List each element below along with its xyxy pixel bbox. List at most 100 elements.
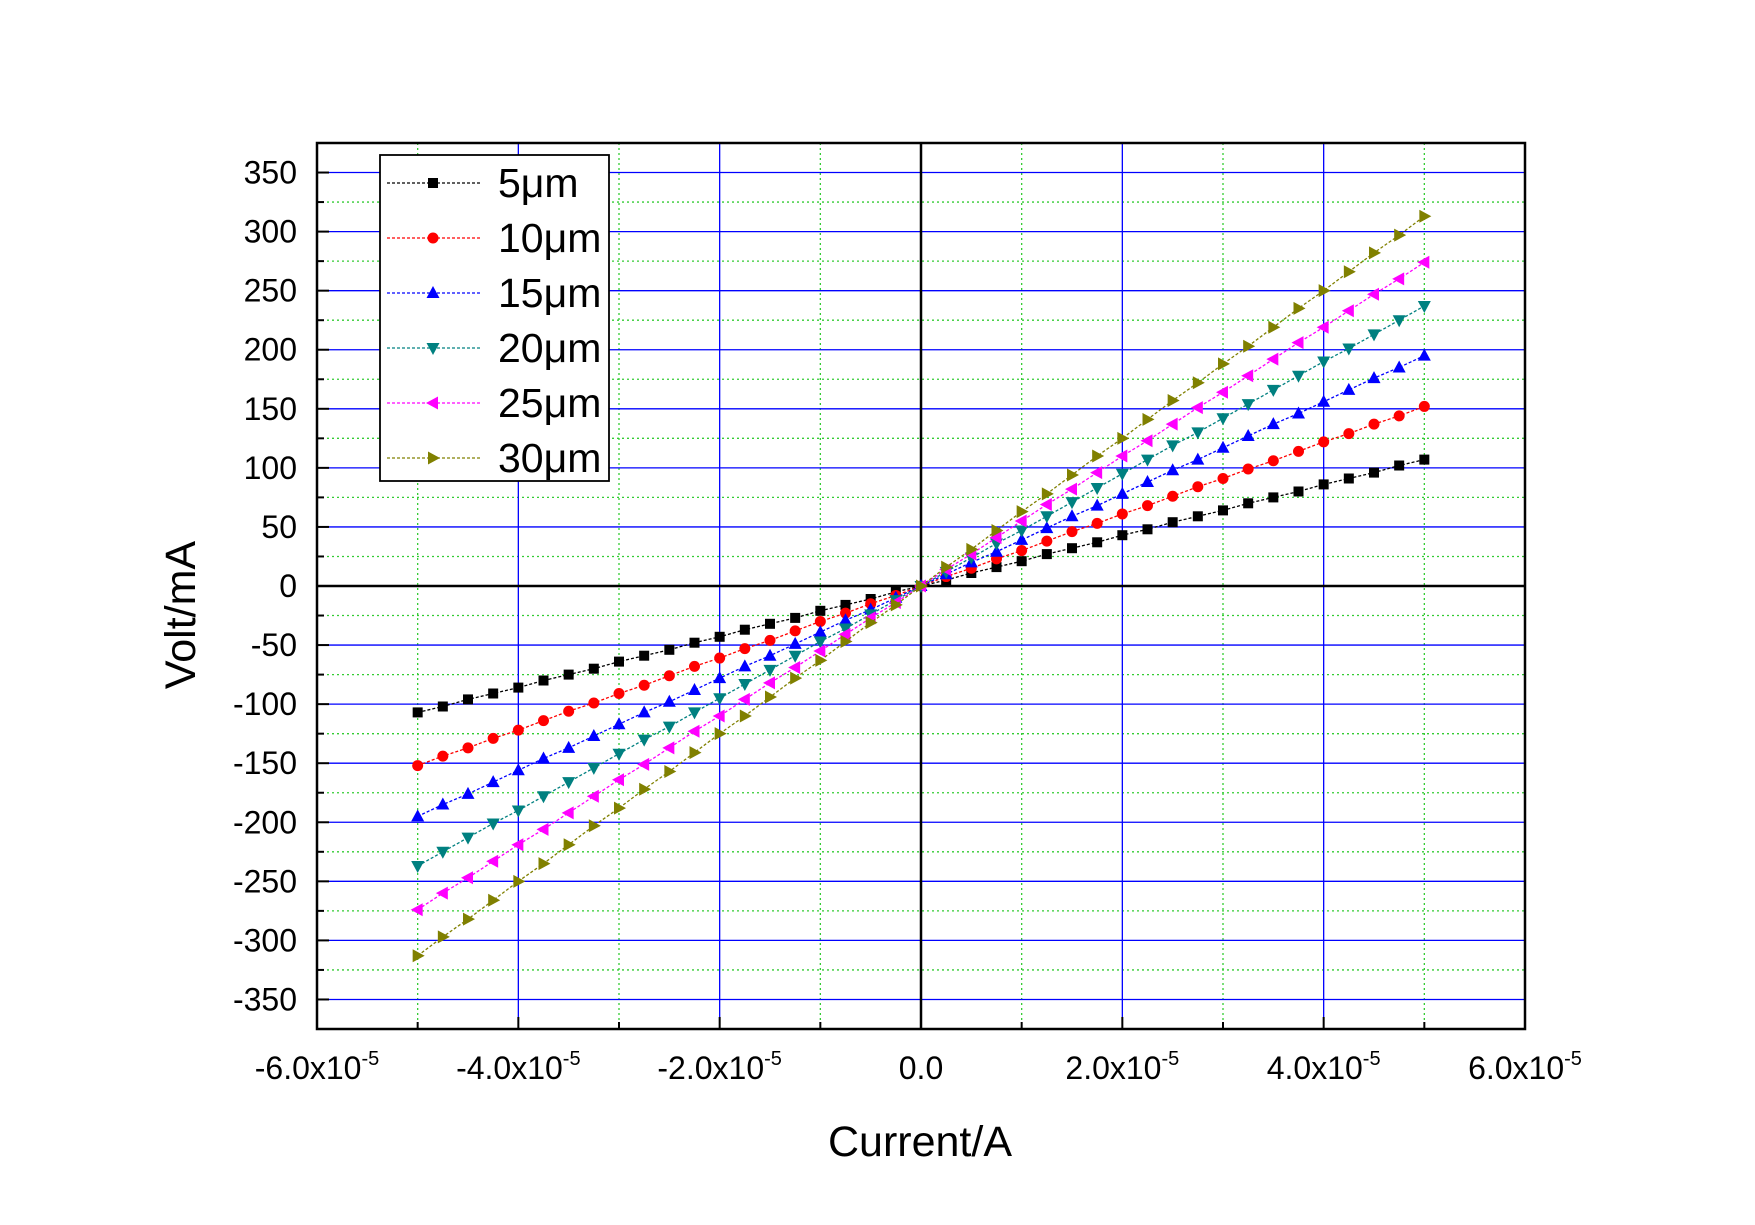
series-3-data-point xyxy=(1141,475,1154,488)
series-6-data-point xyxy=(1117,431,1130,445)
series-2-data-point xyxy=(613,688,625,700)
series-2-data-point xyxy=(512,724,524,736)
series-3-data-point xyxy=(1266,417,1280,430)
series-2-data-point xyxy=(563,705,575,717)
series-6-data-point xyxy=(714,727,727,741)
tick-labels: -6.0x10-5 -4.0x10-5 -2.0x10-5 0.0 2.0x10-5 4.… xyxy=(233,155,1582,1086)
series-5-data-point xyxy=(1341,304,1354,318)
series-5-data-point xyxy=(838,627,851,641)
series-1-data-point xyxy=(1369,467,1379,478)
series-2-data-point xyxy=(840,607,851,619)
series-1-data-point xyxy=(1192,511,1203,522)
series-2-data-point xyxy=(462,742,474,754)
legend-marker xyxy=(426,396,438,410)
series-2-data-point xyxy=(663,670,675,682)
series-3-data-point xyxy=(562,740,576,753)
series-5-data-point xyxy=(712,709,725,723)
series-5-data-point xyxy=(1115,449,1128,463)
series-1-data-point xyxy=(1041,549,1052,560)
series-1 xyxy=(412,454,1430,718)
series-1-data-point xyxy=(588,663,599,674)
series-5-data-point xyxy=(1392,272,1405,286)
series-3-data-point xyxy=(1065,509,1079,522)
legend-label: 30μm xyxy=(498,435,601,481)
series-6-data-point xyxy=(1268,320,1281,334)
y-tick-label: 200 xyxy=(244,332,297,368)
series-2-data-point xyxy=(538,715,549,727)
series-6-data-point xyxy=(1419,209,1432,223)
series-3-data-point xyxy=(587,729,601,742)
x-tick-label-base: 0.0 xyxy=(899,1050,943,1086)
series-6-data-point xyxy=(639,782,652,796)
series-6-data-point xyxy=(815,653,828,667)
series-3-data-point xyxy=(1166,463,1180,476)
x-tick-label: 0.0 xyxy=(899,1050,943,1086)
series-6-data-point xyxy=(1243,339,1256,353)
series-2-line xyxy=(417,405,1425,767)
series-2-data-point xyxy=(1242,463,1254,475)
series-3-data-point xyxy=(713,671,727,684)
series-1-data-point xyxy=(1092,537,1103,548)
series-6-data-point xyxy=(488,893,501,907)
series-6-data-point xyxy=(865,616,878,630)
legend-label: 15μm xyxy=(498,270,601,316)
series-2-data-point xyxy=(1267,455,1279,467)
legend-box xyxy=(379,154,610,482)
series-1-data-point xyxy=(1268,492,1279,503)
series-6-data-point xyxy=(739,709,752,723)
series-3-data-point xyxy=(688,682,701,695)
series-2-data-point xyxy=(588,697,600,709)
series-3-data-point xyxy=(511,763,525,776)
series-4-data-point xyxy=(788,650,802,663)
series-5-data-point xyxy=(1367,287,1379,301)
series-1-data-point xyxy=(1293,486,1304,497)
series-5-data-point xyxy=(637,757,650,771)
series-1-data-point xyxy=(840,599,851,610)
series-4-data-point xyxy=(1166,440,1180,453)
x-axis-title: Current/A xyxy=(828,1118,1012,1166)
series-5-data-point xyxy=(763,676,775,690)
series-1-data-point xyxy=(437,701,448,712)
series-1-data-point xyxy=(991,562,1002,573)
legend-marker xyxy=(426,343,440,355)
x-tick-label: 4.0x10-5 xyxy=(1267,1048,1381,1086)
x-tick-label-base: 6.0x10 xyxy=(1468,1050,1564,1086)
x-tick-label-exponent: -5 xyxy=(1161,1048,1179,1070)
series-1-data-point xyxy=(765,618,775,629)
series-3-data-point xyxy=(411,809,425,822)
series-2-data-point xyxy=(1091,517,1103,529)
series-1-data-point xyxy=(639,650,650,661)
series-1-data-point xyxy=(463,694,473,705)
series-6-data-point xyxy=(1067,468,1079,482)
legend-marker xyxy=(428,451,440,465)
series-6-data-point xyxy=(463,912,475,926)
x-tick-label-exponent: -5 xyxy=(361,1048,379,1070)
series-3-data-point xyxy=(839,613,852,626)
series-6-data-point xyxy=(1016,505,1029,519)
series-5-data-point xyxy=(536,822,549,836)
series-4-data-point xyxy=(637,734,651,747)
legend-entry: 30μm xyxy=(387,435,601,481)
series-1-data-point xyxy=(488,688,499,699)
series-1-data-point xyxy=(563,669,574,680)
series-1-data-point xyxy=(1142,524,1153,535)
y-tick-label: -200 xyxy=(233,804,297,840)
series-6-line xyxy=(417,215,1425,957)
series-2-data-point xyxy=(714,652,726,664)
series-3-data-point xyxy=(990,544,1003,557)
legend-entry: 5μm xyxy=(387,160,579,206)
series-5-data-point xyxy=(410,903,423,917)
series-5-data-point xyxy=(461,871,473,885)
y-tick-label: -350 xyxy=(233,981,297,1017)
series-2-data-point xyxy=(1142,500,1153,512)
series-2-data-point xyxy=(487,732,499,744)
y-tick-label: -300 xyxy=(233,922,297,958)
legend-label: 10μm xyxy=(498,215,601,261)
series-4-data-point xyxy=(511,805,525,818)
series-3-data-point xyxy=(1392,360,1406,373)
series-3-data-point xyxy=(637,705,651,718)
legend-label: 20μm xyxy=(498,325,601,371)
plot-frame xyxy=(315,141,1527,1031)
x-tick-label: 2.0x10-5 xyxy=(1065,1048,1179,1086)
